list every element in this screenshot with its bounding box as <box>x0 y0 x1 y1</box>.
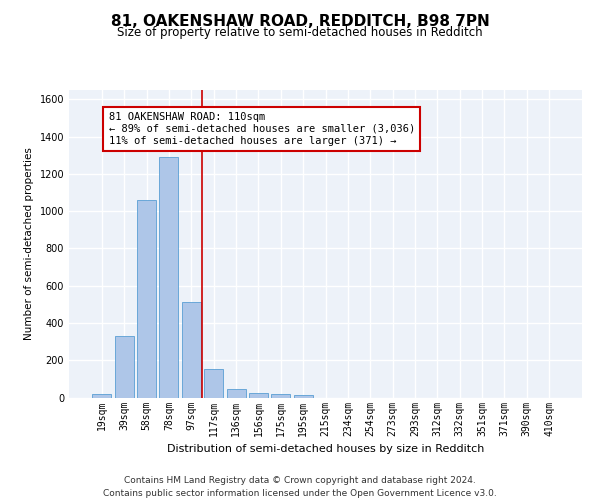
X-axis label: Distribution of semi-detached houses by size in Redditch: Distribution of semi-detached houses by … <box>167 444 484 454</box>
Text: 81, OAKENSHAW ROAD, REDDITCH, B98 7PN: 81, OAKENSHAW ROAD, REDDITCH, B98 7PN <box>110 14 490 29</box>
Y-axis label: Number of semi-detached properties: Number of semi-detached properties <box>24 148 34 340</box>
Text: 81 OAKENSHAW ROAD: 110sqm
← 89% of semi-detached houses are smaller (3,036)
11% : 81 OAKENSHAW ROAD: 110sqm ← 89% of semi-… <box>109 112 415 146</box>
Bar <box>293 396 313 398</box>
Bar <box>271 394 290 398</box>
Text: Size of property relative to semi-detached houses in Redditch: Size of property relative to semi-detach… <box>117 26 483 39</box>
Text: Contains HM Land Registry data © Crown copyright and database right 2024.
Contai: Contains HM Land Registry data © Crown c… <box>103 476 497 498</box>
Bar <box>92 394 112 398</box>
Bar <box>249 393 268 398</box>
Bar <box>204 368 223 398</box>
Bar <box>115 336 134 398</box>
Bar <box>227 388 245 398</box>
Bar <box>137 200 156 398</box>
Bar <box>182 302 201 398</box>
Bar <box>160 157 178 398</box>
